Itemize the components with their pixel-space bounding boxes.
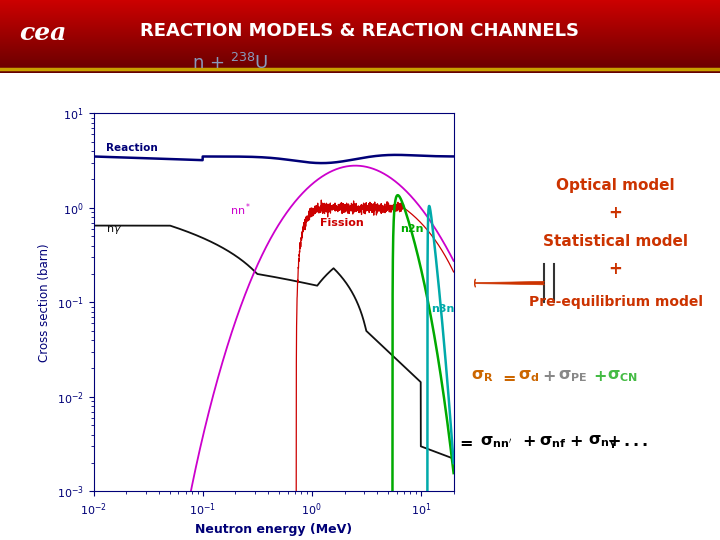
Text: $\mathbf{=}$: $\mathbf{=}$ [499, 369, 516, 384]
Text: $\mathbf{\sigma_d}$: $\mathbf{\sigma_d}$ [518, 369, 540, 384]
Text: Fission: Fission [320, 218, 364, 227]
Text: Pre-equilibrium model: Pre-equilibrium model [528, 295, 703, 309]
X-axis label: Neutron energy (MeV): Neutron energy (MeV) [195, 523, 352, 536]
Text: cea: cea [19, 21, 67, 45]
Text: Optical model: Optical model [557, 178, 675, 192]
Y-axis label: Cross section (barn): Cross section (barn) [38, 243, 51, 362]
Text: n3n: n3n [431, 303, 455, 314]
Text: REACTION MODELS & REACTION CHANNELS: REACTION MODELS & REACTION CHANNELS [140, 22, 580, 40]
Text: n + $^{238}$U: n + $^{238}$U [192, 53, 269, 73]
Text: $\mathbf{=}$: $\mathbf{=}$ [456, 434, 473, 449]
Text: +: + [608, 260, 623, 278]
Text: Reaction: Reaction [106, 143, 158, 153]
Text: $\mathbf{\sigma_{PE}}$: $\mathbf{\sigma_{PE}}$ [557, 369, 588, 384]
Text: +: + [608, 204, 623, 222]
Text: $\mathbf{\sigma_R}$: $\mathbf{\sigma_R}$ [471, 369, 494, 384]
Text: n$\gamma$: n$\gamma$ [106, 225, 122, 237]
Text: $\mathbf{+\,...}$: $\mathbf{+\,...}$ [608, 434, 648, 449]
Text: Statistical model: Statistical model [543, 234, 688, 248]
Text: $\mathbf{+}$: $\mathbf{+}$ [593, 369, 607, 384]
Text: $\mathbf{+}$: $\mathbf{+}$ [569, 434, 583, 449]
Text: nn$^*$: nn$^*$ [230, 201, 252, 218]
Text: $\mathbf{+}$: $\mathbf{+}$ [541, 369, 556, 384]
Text: $\mathbf{\sigma_{n\gamma}}$: $\mathbf{\sigma_{n\gamma}}$ [588, 433, 618, 451]
Text: $\mathbf{\sigma_{nn^{\prime}}}$: $\mathbf{\sigma_{nn^{\prime}}}$ [480, 434, 513, 450]
Text: $\mathbf{\sigma_{CN}}$: $\mathbf{\sigma_{CN}}$ [607, 369, 639, 384]
Text: $\mathbf{\sigma_{nf}}$: $\mathbf{\sigma_{nf}}$ [539, 434, 567, 450]
Text: n2n: n2n [400, 225, 424, 234]
Text: $\mathbf{+}$: $\mathbf{+}$ [522, 434, 536, 449]
